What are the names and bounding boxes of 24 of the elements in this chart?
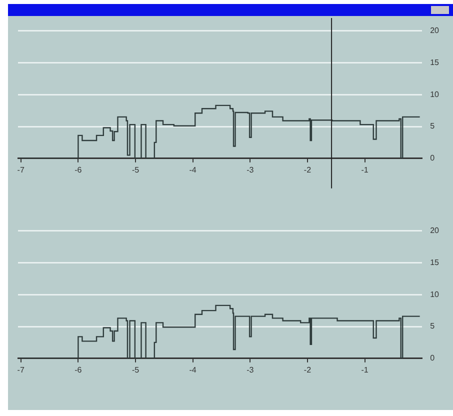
x-tick-label: -3: [246, 365, 254, 374]
x-tick-label: -2: [304, 365, 312, 374]
x-tick-label: -5: [132, 165, 140, 174]
x-tick-label: -7: [17, 165, 25, 174]
x-tick-label: -6: [74, 365, 82, 374]
x-tick-label: -4: [189, 365, 197, 374]
y-tick-label: 0: [430, 354, 436, 363]
y-tick-label: 15: [430, 58, 440, 67]
x-tick-label: -6: [74, 165, 82, 174]
x-tick-label: -2: [304, 165, 312, 174]
y-tick-label: 5: [430, 122, 436, 131]
y-tick-label: 10: [430, 90, 440, 99]
x-tick-label: -4: [189, 165, 197, 174]
y-tick-label: 20: [430, 226, 440, 236]
x-tick-label: -3: [246, 165, 254, 174]
y-tick-label: 5: [430, 322, 436, 331]
y-tick-label: 0: [430, 154, 436, 163]
y-tick-label: 20: [430, 26, 440, 36]
y-tick-label: 15: [430, 258, 440, 267]
x-tick-label: -1: [361, 365, 369, 374]
x-tick-label: -5: [132, 365, 140, 374]
x-tick-label: -7: [17, 365, 25, 374]
x-tick-label: -1: [361, 165, 369, 174]
y-tick-label: 10: [430, 290, 440, 299]
